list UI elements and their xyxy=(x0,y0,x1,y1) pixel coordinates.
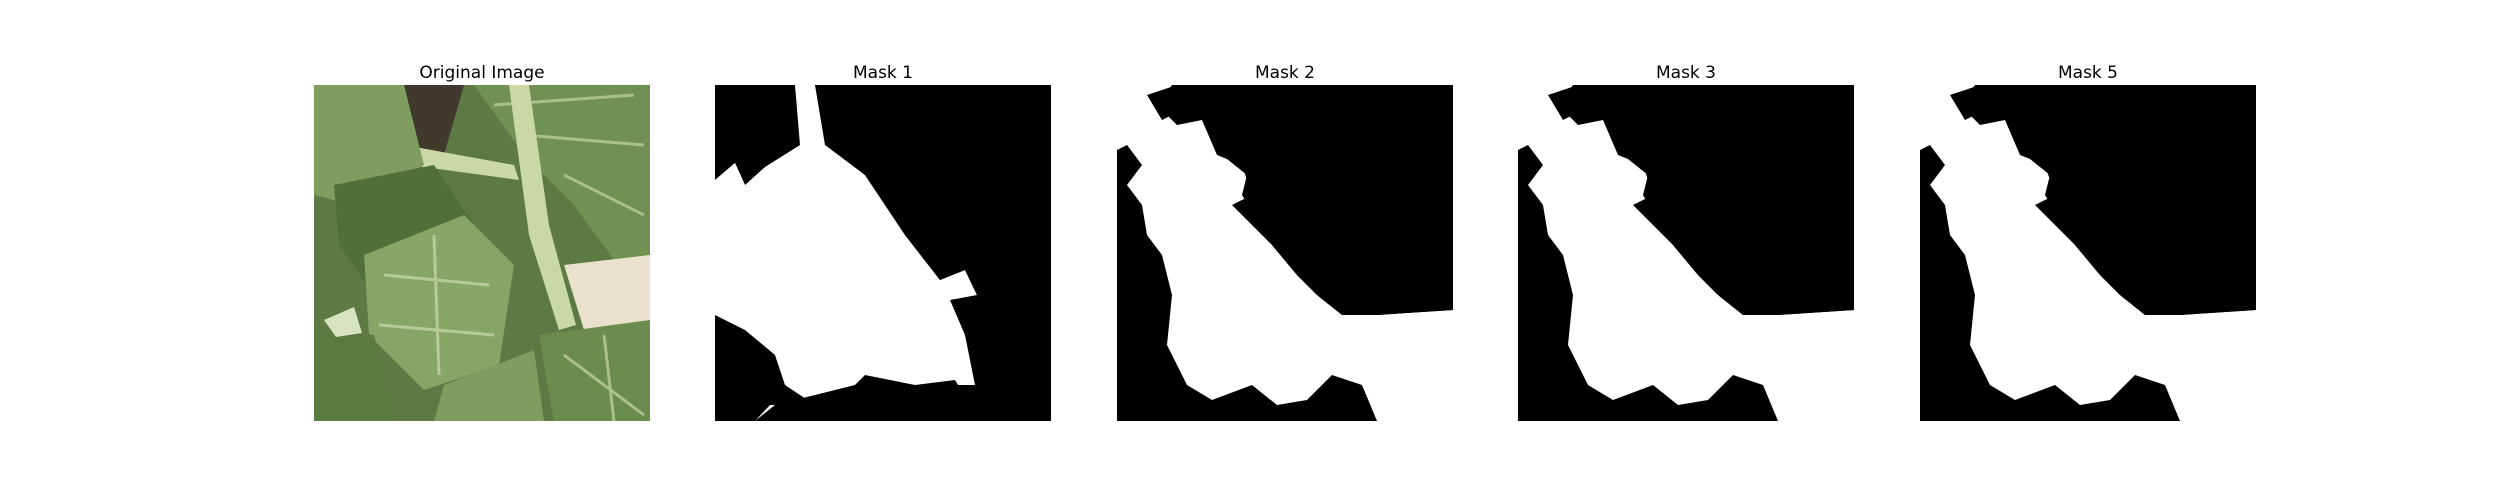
panel-title: Mask 2 xyxy=(1117,61,1453,85)
mask-2-image xyxy=(1117,85,1453,421)
leaf-photo-graphic xyxy=(314,85,650,421)
panel-mask-2: Mask 2 xyxy=(1117,61,1453,85)
mask-1-image xyxy=(715,85,1051,421)
mask-graphic xyxy=(1117,85,1453,421)
mask-3-image xyxy=(1518,85,1854,421)
panel-mask-5: Mask 5 xyxy=(1920,61,2256,85)
mask-graphic xyxy=(1920,85,2256,421)
panel-title: Mask 3 xyxy=(1518,61,1854,85)
panel-title: Mask 1 xyxy=(715,61,1051,85)
panel-title: Mask 5 xyxy=(1920,61,2256,85)
original-photo xyxy=(314,85,650,421)
mask-graphic xyxy=(1518,85,1854,421)
panel-original-image: Original Image xyxy=(314,61,650,85)
mask-5-image xyxy=(1920,85,2256,421)
mask-graphic xyxy=(715,85,1051,421)
panel-title: Original Image xyxy=(314,61,650,85)
panel-mask-1: Mask 1 xyxy=(715,61,1051,85)
panel-mask-3: Mask 3 xyxy=(1518,61,1854,85)
